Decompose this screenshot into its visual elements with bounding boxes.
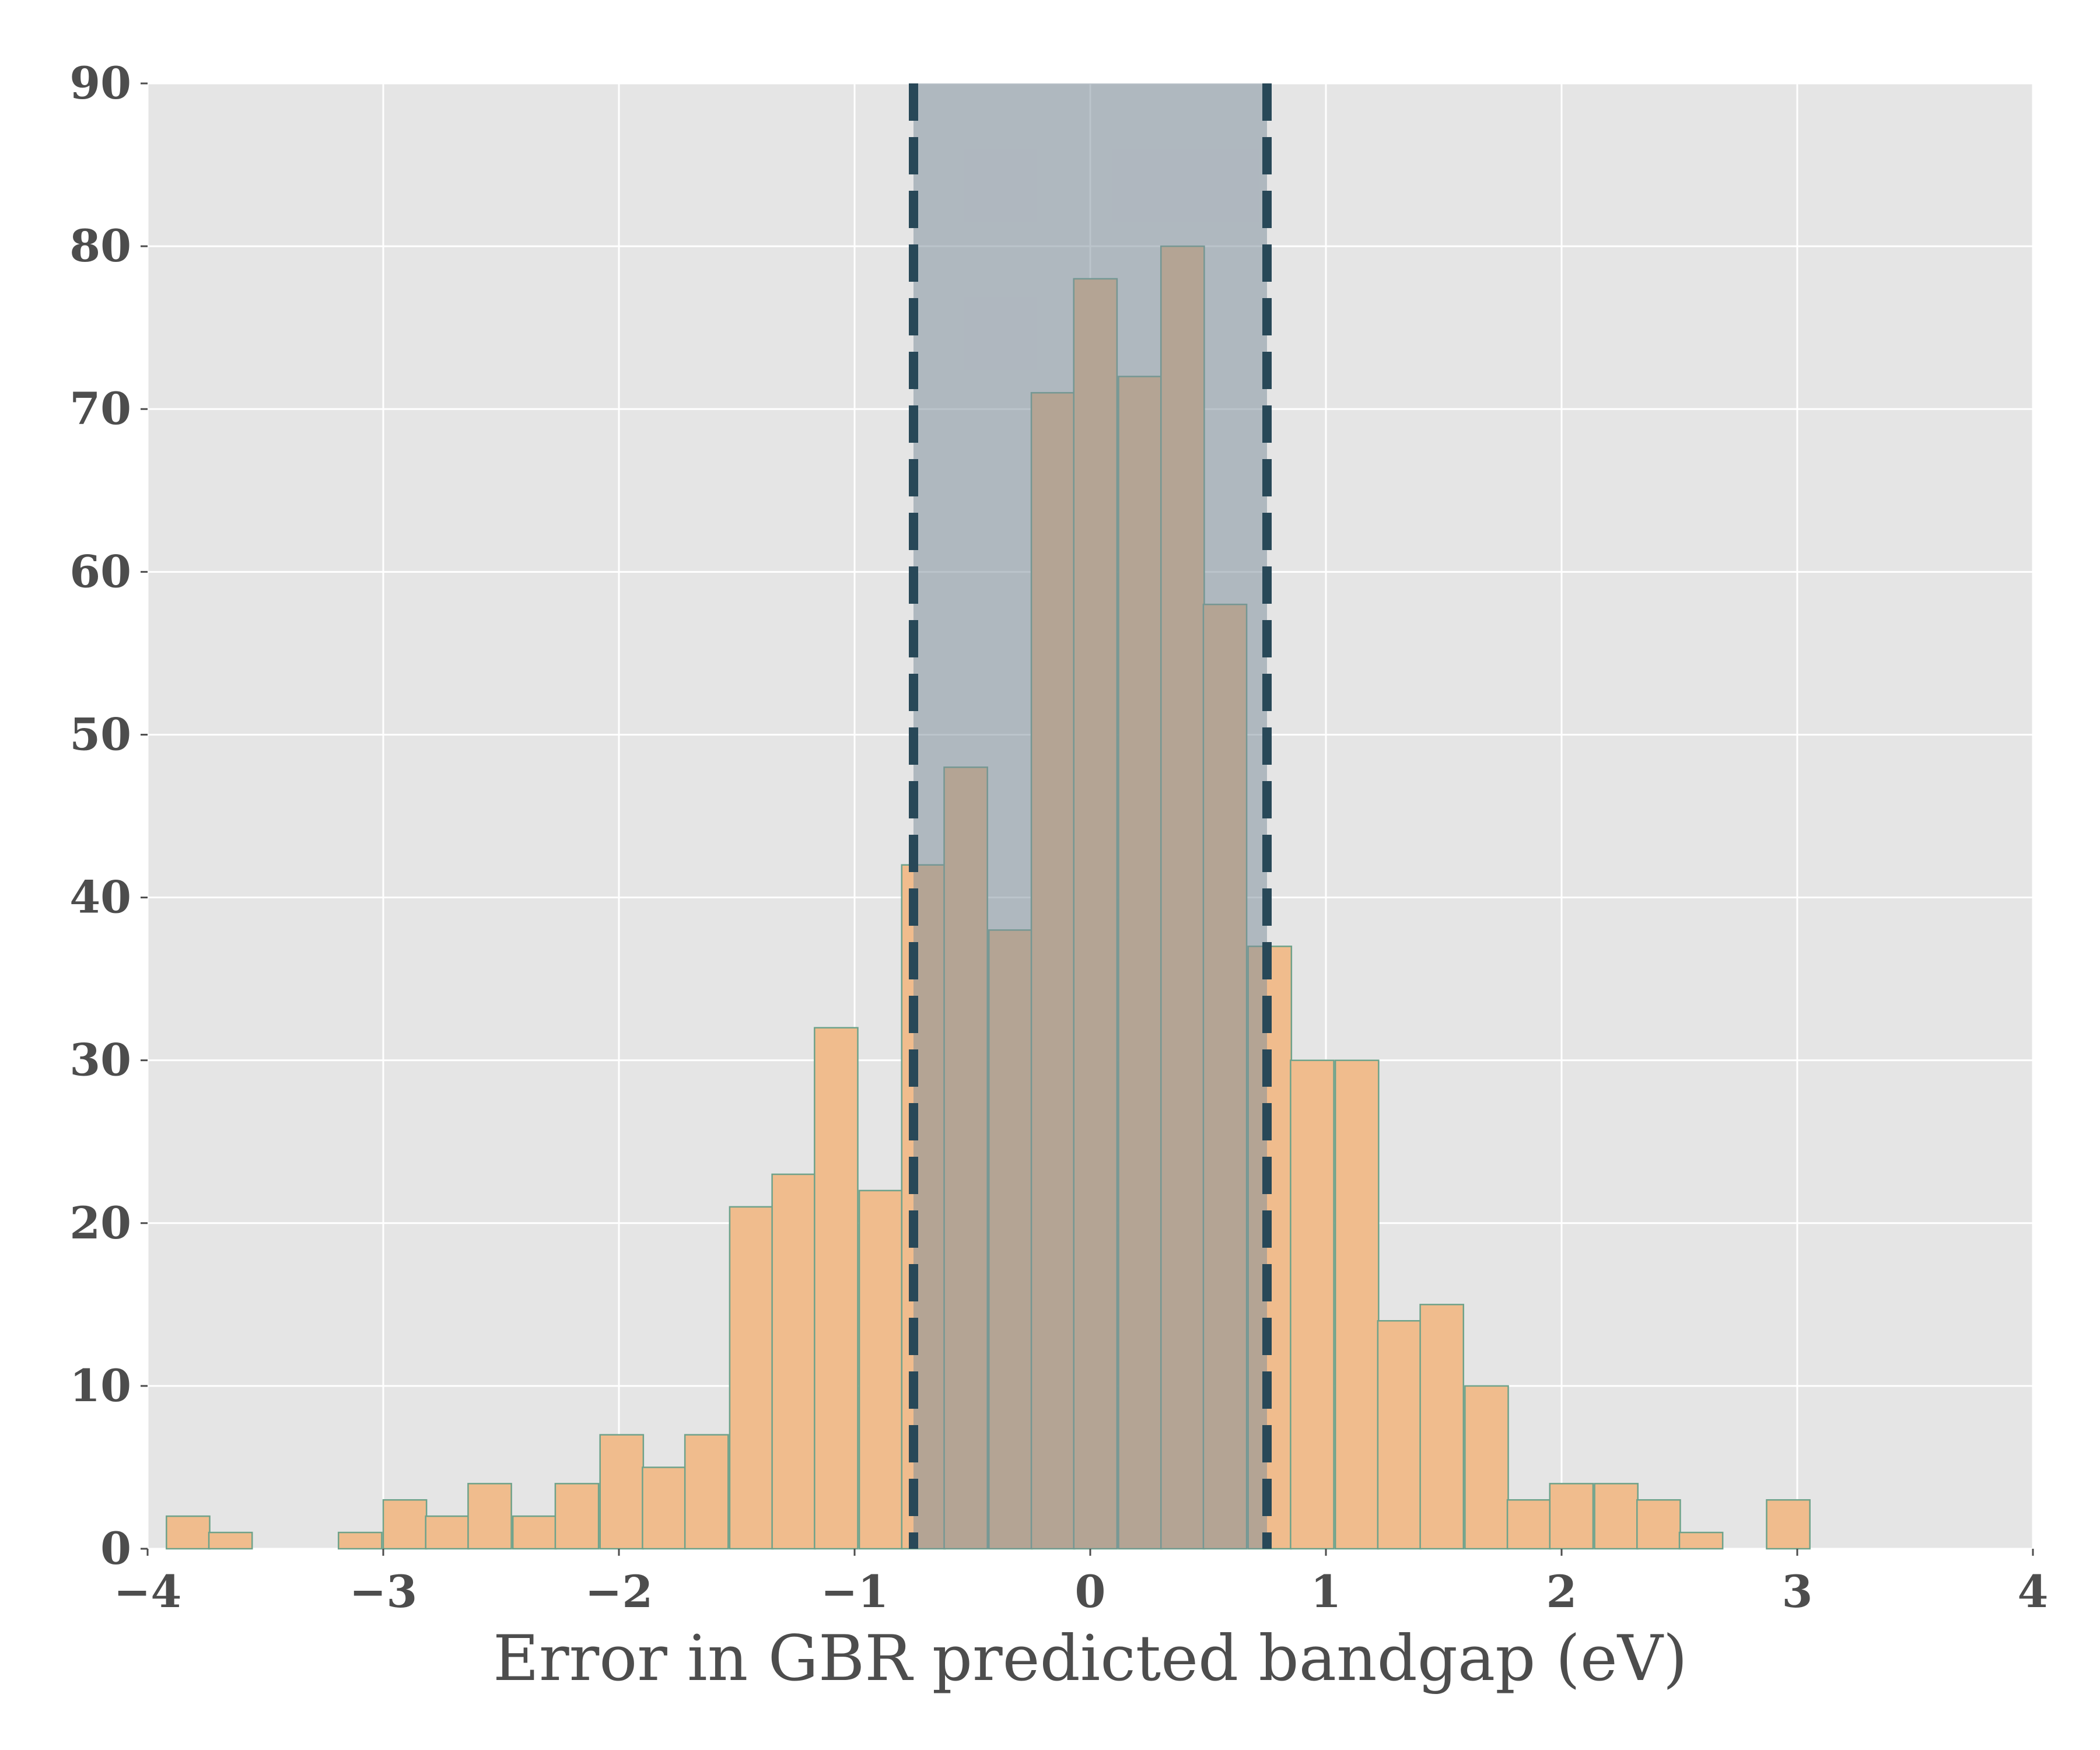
histogram-bar [1290, 1059, 1335, 1550]
histogram-bar [684, 1434, 729, 1550]
x-tick-label: 0 [1075, 1566, 1106, 1618]
histogram-bar [208, 1531, 253, 1550]
histogram-bar [467, 1483, 512, 1550]
histogram-bar [425, 1515, 470, 1550]
x-tick-label: 4 [2018, 1566, 2049, 1618]
x-tick-label: 1 [1311, 1566, 1342, 1618]
x-tick-label: −3 [349, 1566, 418, 1618]
histogram-bar [337, 1531, 383, 1550]
shaded-interval [914, 83, 1267, 1549]
histogram-bar [814, 1027, 859, 1550]
x-tick-label: 2 [1546, 1566, 1577, 1618]
histogram-bar [382, 1499, 428, 1550]
histogram-bar [1636, 1499, 1681, 1550]
x-tick-labels: −4 −3 −2 −1 0 1 2 3 4 [114, 1566, 2049, 1618]
y-tick-label: 90 [69, 57, 131, 109]
y-tick-label: 40 [69, 872, 131, 923]
y-tick-label: 80 [69, 220, 131, 272]
histogram-bar [166, 1515, 211, 1550]
x-tick-label: −1 [821, 1566, 889, 1618]
histogram-bar [729, 1206, 774, 1550]
y-tick-label: 0 [100, 1522, 131, 1574]
y-tick-label: 50 [69, 708, 131, 760]
histogram-bar [1766, 1499, 1811, 1550]
y-tick-label: 10 [69, 1360, 131, 1412]
histogram-bar [599, 1434, 645, 1550]
histogram-bar [1334, 1059, 1380, 1550]
histogram-bar [771, 1173, 817, 1550]
histogram-bar [1594, 1483, 1639, 1550]
y-tick-label: 70 [69, 383, 131, 435]
y-tick-label: 60 [69, 545, 131, 597]
histogram-bar [1464, 1385, 1509, 1550]
y-tick-label: 20 [69, 1197, 131, 1249]
histogram-bar [1678, 1531, 1724, 1550]
axis-ticks [141, 82, 2034, 1556]
histogram-bar [512, 1515, 557, 1550]
y-tick-label: 30 [69, 1034, 131, 1086]
x-tick-label: −2 [585, 1566, 653, 1618]
histogram-bar [858, 1189, 904, 1550]
x-tick-label: 3 [1782, 1566, 1813, 1618]
histogram-bar [1549, 1483, 1594, 1550]
dashed-lines [909, 83, 1272, 1549]
histogram-bar [1506, 1499, 1552, 1550]
histogram-bar [642, 1466, 687, 1550]
x-tick-label: −4 [114, 1566, 182, 1618]
y-tick-labels: 0 10 20 30 40 50 60 70 80 90 [69, 57, 131, 1574]
x-axis-label: Error in GBR predicted bandgap (eV) [493, 1622, 1688, 1695]
histogram-bar [1377, 1320, 1422, 1550]
histogram-bar [1419, 1304, 1465, 1550]
histogram-bar [554, 1483, 600, 1550]
